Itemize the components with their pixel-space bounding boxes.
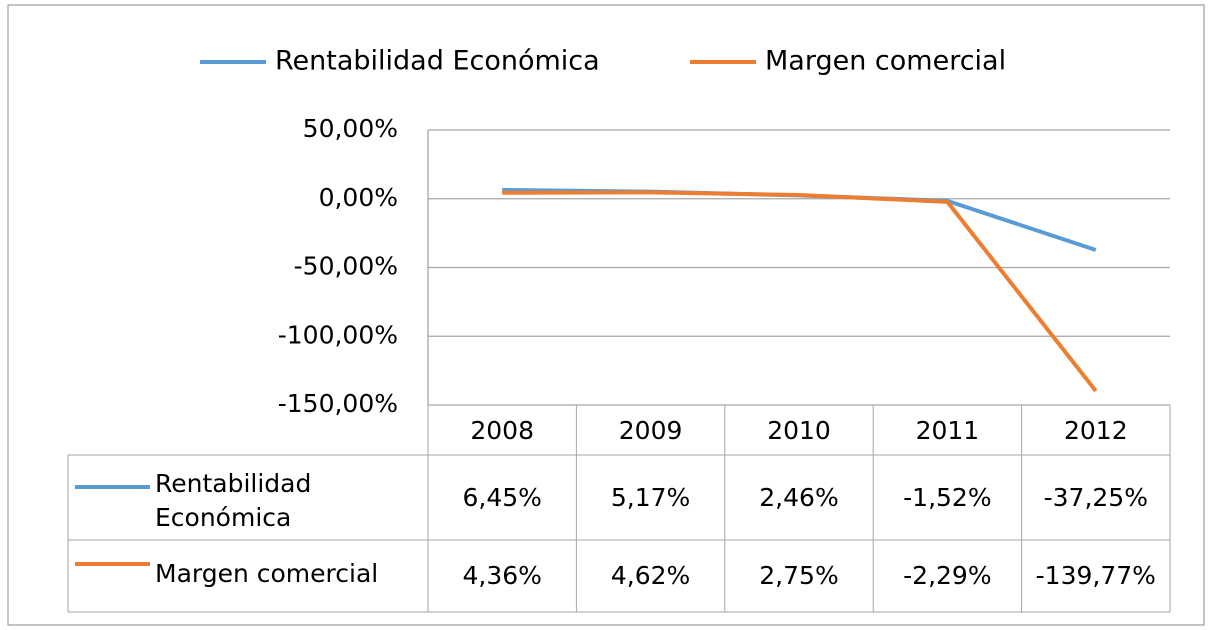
x-tick-label: 2008 (470, 416, 534, 445)
table-value: -1,52% (903, 482, 992, 512)
legend-label: Rentabilidad Económica (275, 46, 600, 77)
table-value: 2,75% (759, 561, 839, 590)
series-line (502, 190, 1098, 393)
table-series-name: Margen comercial (155, 559, 379, 588)
x-tick-label: 2012 (1064, 416, 1128, 445)
x-tick-label: 2011 (916, 416, 980, 445)
table-series-name: Rentabilidad Económica (155, 469, 312, 532)
table-value: 6,45% (462, 482, 542, 512)
y-tick-label: 0,00% (319, 183, 398, 212)
table-value: 4,62% (610, 561, 691, 590)
table-value: -139,77% (1035, 561, 1156, 590)
table-value: 2,46% (759, 482, 839, 512)
legend-label: Margen comercial (765, 46, 1006, 77)
x-tick-label: 2010 (767, 416, 831, 445)
table-value: 5,17% (610, 482, 691, 512)
y-tick-label: 50,00% (303, 114, 398, 143)
x-tick-label: 2009 (619, 416, 683, 445)
table-value: -2,29% (903, 561, 992, 590)
y-tick-label: -50,00% (294, 252, 398, 281)
chart-frame (7, 4, 1205, 626)
y-tick-label: -100,00% (278, 320, 398, 349)
table-value: 4,36% (462, 561, 542, 590)
table-value: -37,25% (1043, 482, 1148, 512)
y-tick-label: -150,00% (278, 389, 398, 418)
